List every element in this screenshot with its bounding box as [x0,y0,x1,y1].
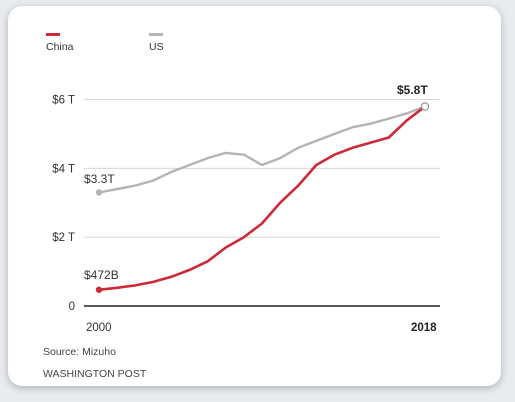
publisher-credit: WASHINGTON POST [43,368,147,380]
annotation-china-start: $472B [84,268,119,282]
legend-label-china: China [46,41,74,53]
legend: China US [46,33,164,53]
series-line-us [97,105,427,194]
start-point-china [95,286,103,293]
x-tick-label-start: 2000 [86,322,112,334]
y-tick-label: $4 T [52,163,75,175]
grid [84,99,440,307]
annotation-end: $5.8T [397,83,428,97]
series-markers [95,102,430,293]
series-line-china [97,105,427,292]
chart-card [8,6,501,386]
series-lines [97,105,427,292]
legend-swatch-us [149,33,163,36]
legend-label-us: US [149,41,164,53]
y-tick-label: $2 T [52,232,75,244]
y-axis: 0 $2 T $4 T $6 T [52,95,75,313]
start-point-us [95,189,103,196]
source-note: Source: Mizuho [43,346,116,358]
end-point [420,102,430,111]
annotation-us-start: $3.3T [84,172,115,186]
x-tick-label-end: 2018 [411,322,437,334]
y-tick-label: $6 T [52,95,75,107]
y-tick-label: 0 [69,301,75,313]
legend-swatch-china [46,33,60,36]
